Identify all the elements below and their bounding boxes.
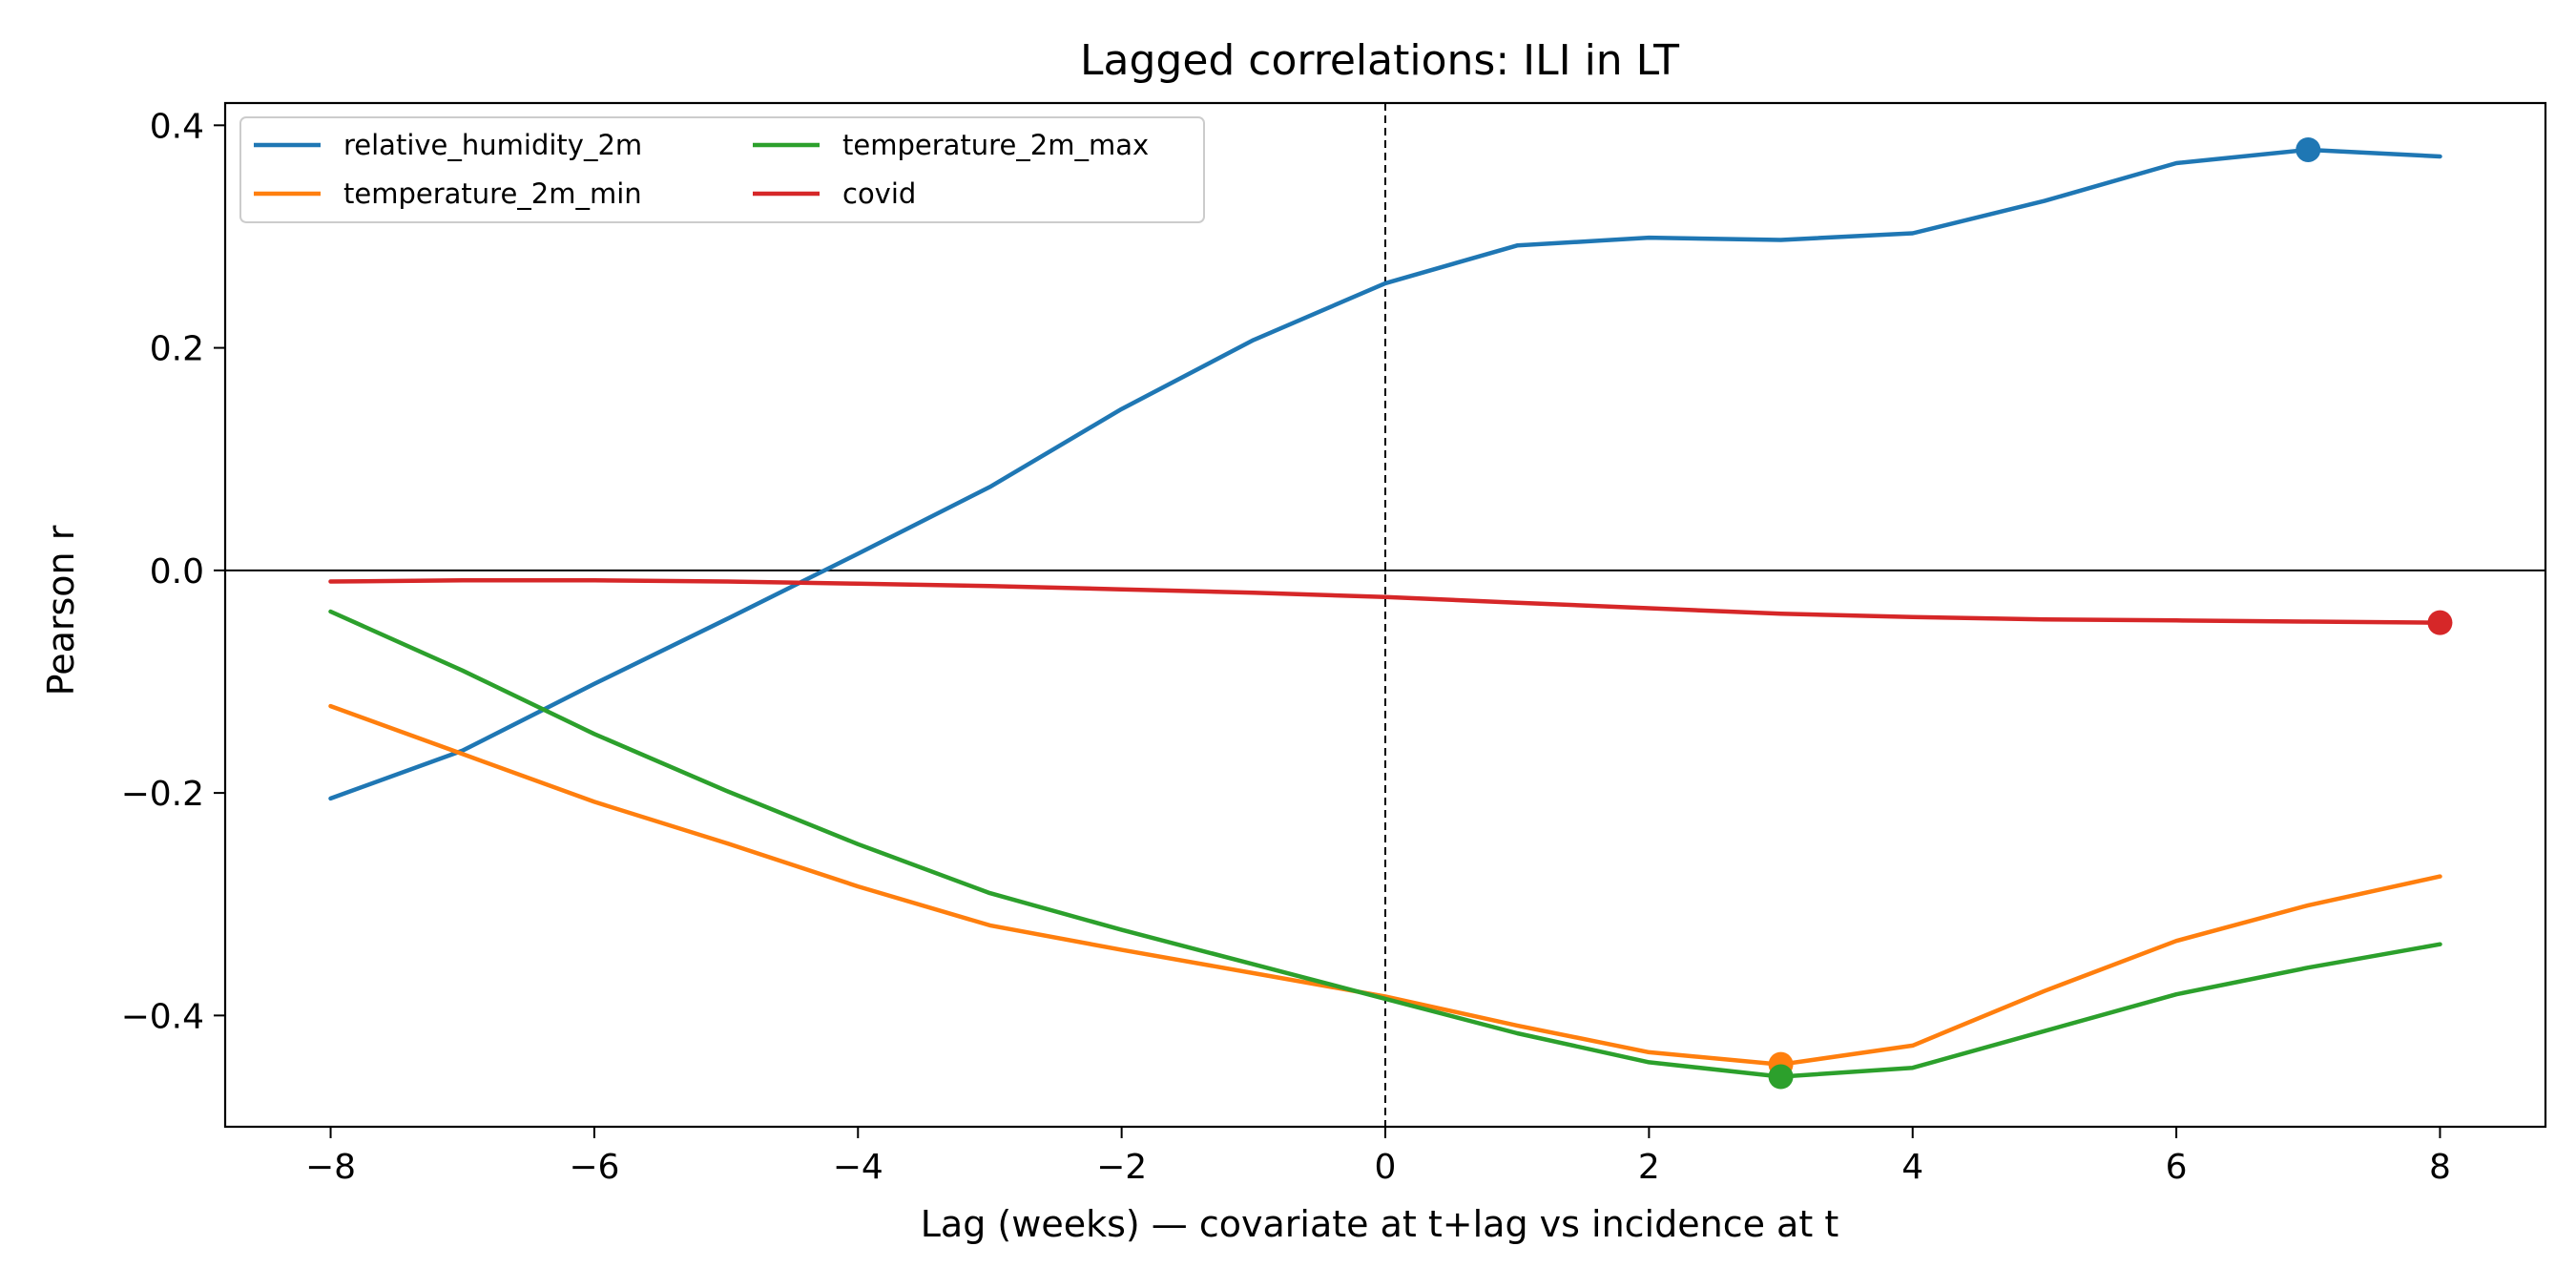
extremum-marker-relative_humidity_2m [2296,136,2321,162]
y-axis-label: Pearson r [40,525,82,696]
series-line-covid [328,578,2442,625]
y-tick-label: −0.4 [121,997,204,1036]
series-layer [328,147,2442,1079]
chart-title: Lagged correlations: ILI in LT [1080,36,1679,85]
extremum-marker-temperature_2m_max [1768,1064,1794,1090]
legend-label-relative_humidity_2m: relative_humidity_2m [343,129,642,161]
series-line-temperature_2m_max [328,609,2442,1079]
y-axis-ticks: 0.4 0.2 0.0 −0.2 −0.4 [121,107,225,1036]
x-tick-label: −6 [569,1148,619,1187]
x-tick-label: 2 [1638,1148,1660,1187]
x-axis-ticks: −8 −6 −4 −2 0 2 4 6 8 [305,1127,2451,1187]
legend-label-temperature_2m_min: temperature_2m_min [343,177,642,210]
y-tick-label: −0.2 [121,775,204,814]
x-axis-label: Lag (weeks) — covariate at t+lag vs inci… [921,1203,1839,1245]
legend-label-covid: covid [842,177,916,210]
extremum-marker-covid [2427,610,2453,635]
legend: relative_humidity_2m temperature_2m_min te… [239,116,1205,223]
legend-box [239,116,1205,223]
y-tick-label: 0.4 [150,107,204,146]
x-tick-label: −2 [1096,1148,1147,1187]
series-line-relative_humidity_2m [328,147,2442,801]
y-tick-label: 0.0 [150,552,204,592]
x-tick-label: 6 [2166,1148,2188,1187]
x-tick-label: 8 [2429,1148,2451,1187]
legend-label-temperature_2m_max: temperature_2m_max [842,129,1149,161]
x-tick-label: 4 [1901,1148,1923,1187]
markers-layer [1768,136,2453,1090]
x-tick-label: −8 [305,1148,356,1187]
x-tick-label: 0 [1375,1148,1397,1187]
reference-lines [225,103,2545,1127]
series-line-temperature_2m_min [328,703,2442,1067]
y-tick-label: 0.2 [150,330,204,369]
x-tick-label: −4 [833,1148,883,1187]
